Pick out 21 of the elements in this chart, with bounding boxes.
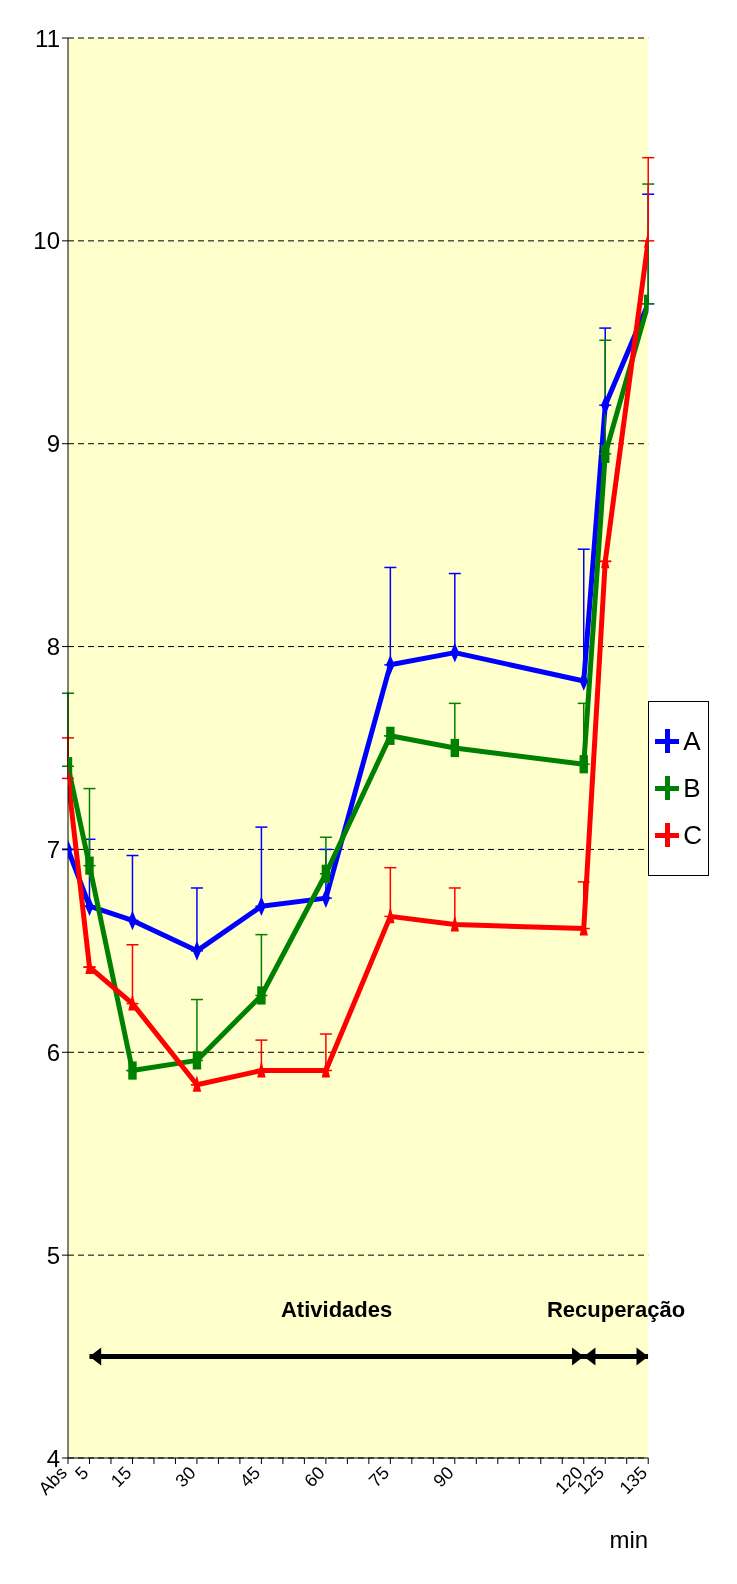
- annotation: Recuperação: [546, 1296, 686, 1322]
- y-tick-label: 8: [46, 633, 60, 661]
- y-tick-label: 10: [33, 227, 60, 255]
- x-tick-label: 5: [71, 1462, 93, 1484]
- x-tick-label: 45: [235, 1462, 265, 1491]
- x-tick-label: 60: [300, 1462, 329, 1491]
- x-tick-label: 75: [364, 1462, 394, 1491]
- legend-label: B: [683, 772, 701, 804]
- legend-label: A: [683, 725, 701, 757]
- y-tick-label: 9: [46, 430, 60, 458]
- y-tick-label: 5: [46, 1241, 60, 1269]
- y-tick-label: 7: [46, 835, 60, 863]
- y-tick-label: 11: [35, 24, 60, 52]
- x-tick-label: 30: [171, 1462, 200, 1491]
- y-tick-label: 6: [46, 1038, 60, 1066]
- x-axis-title: min: [609, 1526, 649, 1553]
- x-tick-label: 90: [429, 1462, 458, 1491]
- x-tick-label: 15: [106, 1462, 136, 1491]
- annotation: Atividades: [280, 1296, 393, 1322]
- legend-label: C: [683, 819, 702, 851]
- x-tick-label: 135: [615, 1462, 652, 1499]
